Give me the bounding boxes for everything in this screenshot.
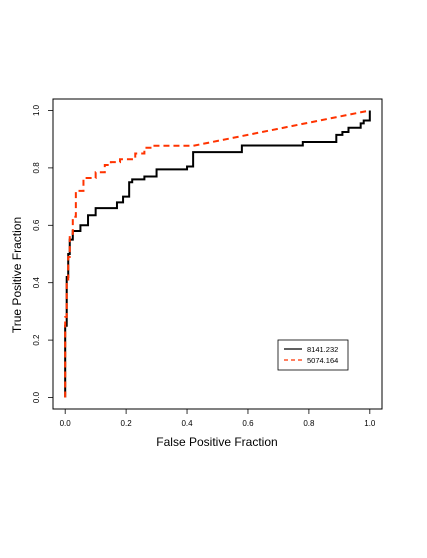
legend: 8141.232 5074.164 [277, 339, 349, 371]
plot-frame [52, 98, 383, 410]
y-axis: 0.0 0.2 0.4 0.6 0.8 1.0 [32, 104, 53, 403]
series-layer [64, 109, 371, 398]
x-tick-label: 0.0 [60, 419, 72, 428]
y-axis-title: True Positive Fraction [10, 217, 24, 333]
y-tick-label: 0.8 [32, 162, 41, 174]
x-tick-label: 0.2 [121, 419, 133, 428]
y-tick-label: 0.6 [32, 219, 41, 231]
series-line-2 [64, 109, 371, 398]
legend-label-series-1: 8141.232 [307, 345, 338, 354]
y-tick-label: 0.4 [32, 277, 41, 289]
y-tick-label: 0.2 [32, 334, 41, 346]
x-axis-title: False Positive Fraction [156, 435, 277, 449]
x-tick-label: 0.6 [242, 419, 254, 428]
y-tick-label: 0.0 [32, 391, 41, 403]
series-line-1 [64, 110, 371, 398]
x-tick-label: 0.4 [181, 419, 193, 428]
legend-box [277, 339, 349, 371]
y-tick-label: 1.0 [32, 104, 41, 116]
x-tick-label: 1.0 [364, 419, 376, 428]
x-tick-label: 0.8 [303, 419, 315, 428]
legend-label-series-2: 5074.164 [307, 356, 338, 365]
x-axis: 0.0 0.2 0.4 0.6 0.8 1.0 [60, 409, 376, 428]
